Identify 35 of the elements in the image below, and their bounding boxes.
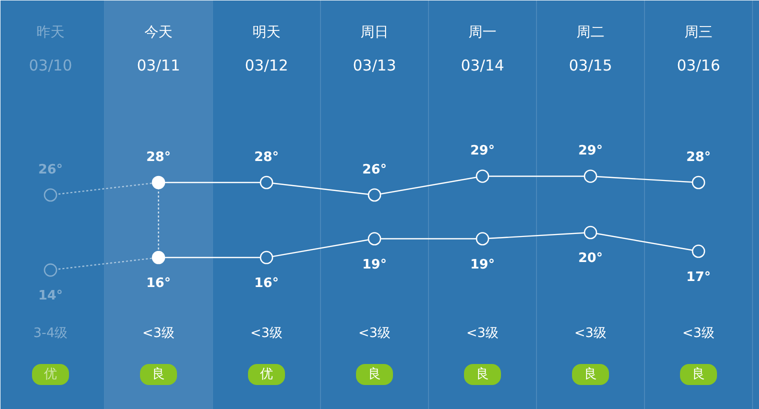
- data-label: 29°: [578, 144, 603, 159]
- annotation: 优: [260, 367, 273, 382]
- annotation: <3级: [574, 326, 607, 341]
- annotation: 良: [584, 367, 597, 382]
- annotation: 良: [476, 367, 489, 382]
- data-label: 28°: [254, 150, 279, 165]
- data-label: 19°: [362, 257, 387, 272]
- annotation: <3级: [466, 326, 499, 341]
- x-tick-label: 昨天 03/10: [28, 24, 72, 74]
- annotation: <3级: [358, 326, 391, 341]
- x-tick-label: 周三 03/16: [676, 24, 720, 74]
- x-tick-label: 周二 03/15: [568, 24, 612, 74]
- annotation: 良: [368, 367, 381, 382]
- data-label: 29°: [470, 144, 495, 159]
- x-tick-label: 明天 03/12: [244, 24, 288, 74]
- data-label: 19°: [470, 257, 495, 272]
- data-label: 26°: [38, 162, 63, 178]
- data-label: 20°: [578, 251, 603, 266]
- data-label: 26°: [362, 162, 387, 178]
- annotation: 优: [44, 367, 57, 382]
- data-label: 28°: [146, 150, 171, 165]
- x-tick-label: 周一 03/14: [460, 24, 504, 74]
- annotation: 3-4级: [33, 326, 68, 341]
- annotation: 良: [152, 367, 165, 382]
- x-tick-label: 今天 03/11: [136, 24, 180, 74]
- annotation: <3级: [250, 326, 283, 341]
- data-label: 28°: [686, 150, 711, 165]
- data-label: 17°: [686, 270, 711, 285]
- data-label: 16°: [254, 276, 279, 292]
- annotation: <3级: [142, 326, 175, 341]
- x-tick-label: 周日 03/13: [352, 24, 396, 74]
- annotation: 良: [692, 367, 705, 382]
- annotation: <3级: [682, 326, 715, 341]
- data-label: 16°: [146, 276, 171, 292]
- data-label: 14°: [38, 288, 63, 304]
